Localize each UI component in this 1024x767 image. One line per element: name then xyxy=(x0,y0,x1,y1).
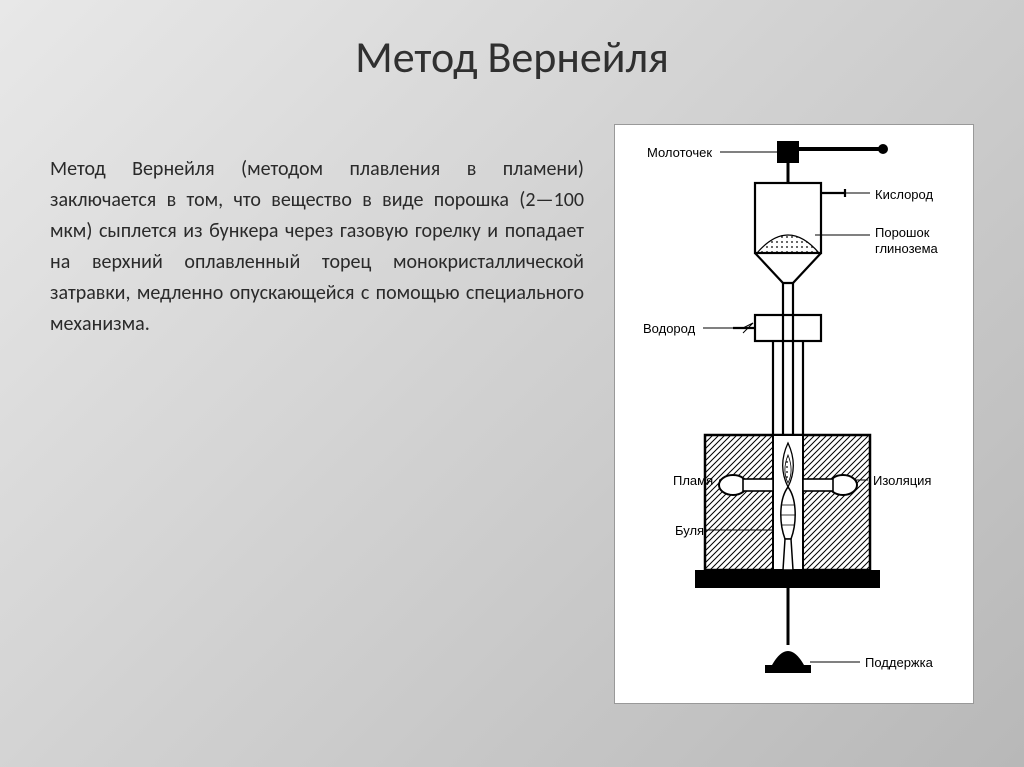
description-paragraph: Метод Вернейля (методом плавления в плам… xyxy=(50,124,584,340)
verneuil-apparatus-diagram: Молоточек Кислород Порошок глинозема Вод… xyxy=(614,124,974,704)
page-title: Метод Вернейля xyxy=(50,30,974,84)
slide-container: Метод Вернейля Метод Вернейля (методом п… xyxy=(0,0,1024,767)
apparatus-svg xyxy=(615,125,975,705)
content-row: Метод Вернейля (методом плавления в плам… xyxy=(50,124,974,704)
